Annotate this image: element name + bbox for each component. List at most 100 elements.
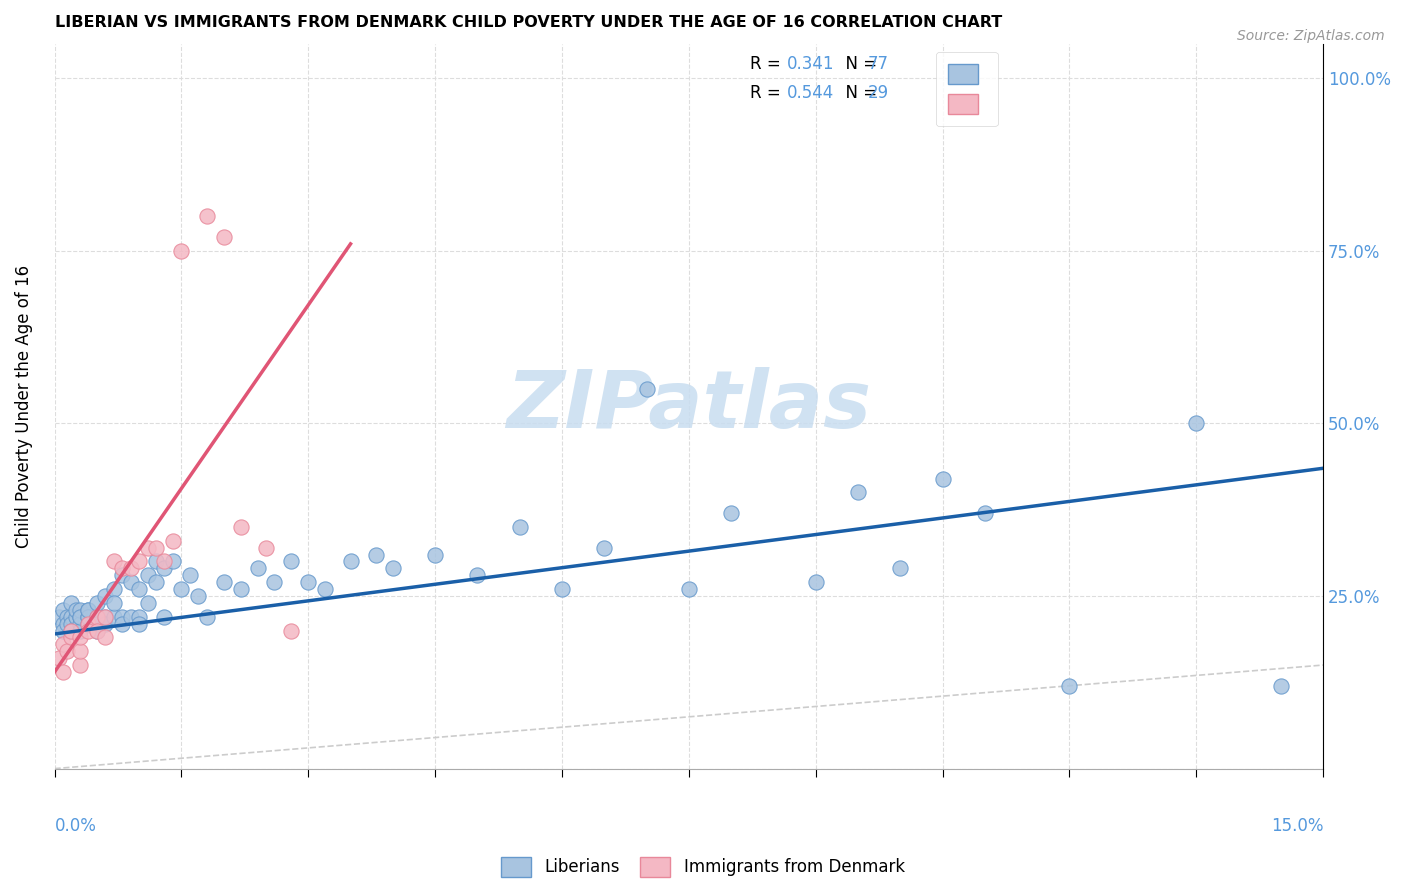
Point <box>593 541 616 555</box>
Point <box>678 582 700 596</box>
Point <box>77 616 100 631</box>
Point <box>280 554 302 568</box>
Point <box>77 609 100 624</box>
Point <box>246 561 269 575</box>
Point <box>86 624 108 638</box>
Point <box>111 568 134 582</box>
Point <box>77 616 100 631</box>
Point <box>69 616 91 631</box>
Point <box>153 554 176 568</box>
Text: 0.544: 0.544 <box>786 84 834 102</box>
Point <box>212 575 235 590</box>
Point <box>52 637 75 651</box>
Point <box>153 609 176 624</box>
Point <box>381 561 404 575</box>
Text: N =: N = <box>835 55 882 73</box>
Point <box>297 575 319 590</box>
Point <box>56 609 79 624</box>
Point <box>128 616 150 631</box>
Point <box>120 575 142 590</box>
Point <box>65 603 87 617</box>
Point <box>77 609 100 624</box>
Point <box>170 244 193 258</box>
Point <box>65 609 87 624</box>
Point <box>86 609 108 624</box>
Text: R =: R = <box>749 84 792 102</box>
Legend: , : , <box>936 52 998 126</box>
Point <box>103 554 125 568</box>
Point <box>60 609 83 624</box>
Point <box>52 603 75 617</box>
Point <box>103 609 125 624</box>
Point <box>111 561 134 575</box>
Point <box>128 582 150 596</box>
Point <box>973 506 995 520</box>
Point <box>128 609 150 624</box>
Point <box>636 382 658 396</box>
Text: LIBERIAN VS IMMIGRANTS FROM DENMARK CHILD POVERTY UNDER THE AGE OF 16 CORRELATIO: LIBERIAN VS IMMIGRANTS FROM DENMARK CHIL… <box>55 15 1002 30</box>
Point <box>720 506 742 520</box>
Legend: Liberians, Immigrants from Denmark: Liberians, Immigrants from Denmark <box>495 850 911 884</box>
Point <box>339 554 361 568</box>
Point <box>52 616 75 631</box>
Point <box>187 589 209 603</box>
Point <box>551 582 574 596</box>
Text: ZIPatlas: ZIPatlas <box>506 368 872 445</box>
Point <box>136 541 159 555</box>
Point <box>212 230 235 244</box>
Point <box>77 603 100 617</box>
Point <box>120 609 142 624</box>
Point <box>94 616 117 631</box>
Point <box>94 609 117 624</box>
Point <box>69 644 91 658</box>
Point <box>60 624 83 638</box>
Point <box>48 651 70 665</box>
Point <box>145 575 167 590</box>
Point <box>86 596 108 610</box>
Point <box>804 575 827 590</box>
Point <box>145 541 167 555</box>
Point <box>94 609 117 624</box>
Point <box>69 609 91 624</box>
Point <box>128 554 150 568</box>
Point <box>69 658 91 673</box>
Y-axis label: Child Poverty Under the Age of 16: Child Poverty Under the Age of 16 <box>15 265 32 548</box>
Point <box>111 616 134 631</box>
Point <box>52 624 75 638</box>
Point <box>195 209 218 223</box>
Text: 15.0%: 15.0% <box>1271 817 1323 835</box>
Point <box>60 596 83 610</box>
Point <box>1270 679 1292 693</box>
Point <box>162 554 184 568</box>
Point <box>60 631 83 645</box>
Point <box>162 533 184 548</box>
Point <box>60 616 83 631</box>
Point <box>195 609 218 624</box>
Text: 77: 77 <box>868 55 889 73</box>
Point <box>931 472 953 486</box>
Point <box>170 582 193 596</box>
Point <box>229 520 252 534</box>
Point <box>136 568 159 582</box>
Point <box>86 624 108 638</box>
Point <box>145 554 167 568</box>
Point <box>48 609 70 624</box>
Text: R =: R = <box>749 55 792 73</box>
Point <box>94 589 117 603</box>
Point <box>1059 679 1081 693</box>
Point <box>280 624 302 638</box>
Point <box>889 561 911 575</box>
Point <box>52 665 75 679</box>
Point <box>56 616 79 631</box>
Point <box>179 568 201 582</box>
Text: 0.0%: 0.0% <box>55 817 97 835</box>
Point <box>153 561 176 575</box>
Point <box>94 631 117 645</box>
Point <box>254 541 277 555</box>
Point <box>111 609 134 624</box>
Point <box>509 520 531 534</box>
Point <box>86 616 108 631</box>
Point <box>56 644 79 658</box>
Point <box>846 485 869 500</box>
Point <box>69 603 91 617</box>
